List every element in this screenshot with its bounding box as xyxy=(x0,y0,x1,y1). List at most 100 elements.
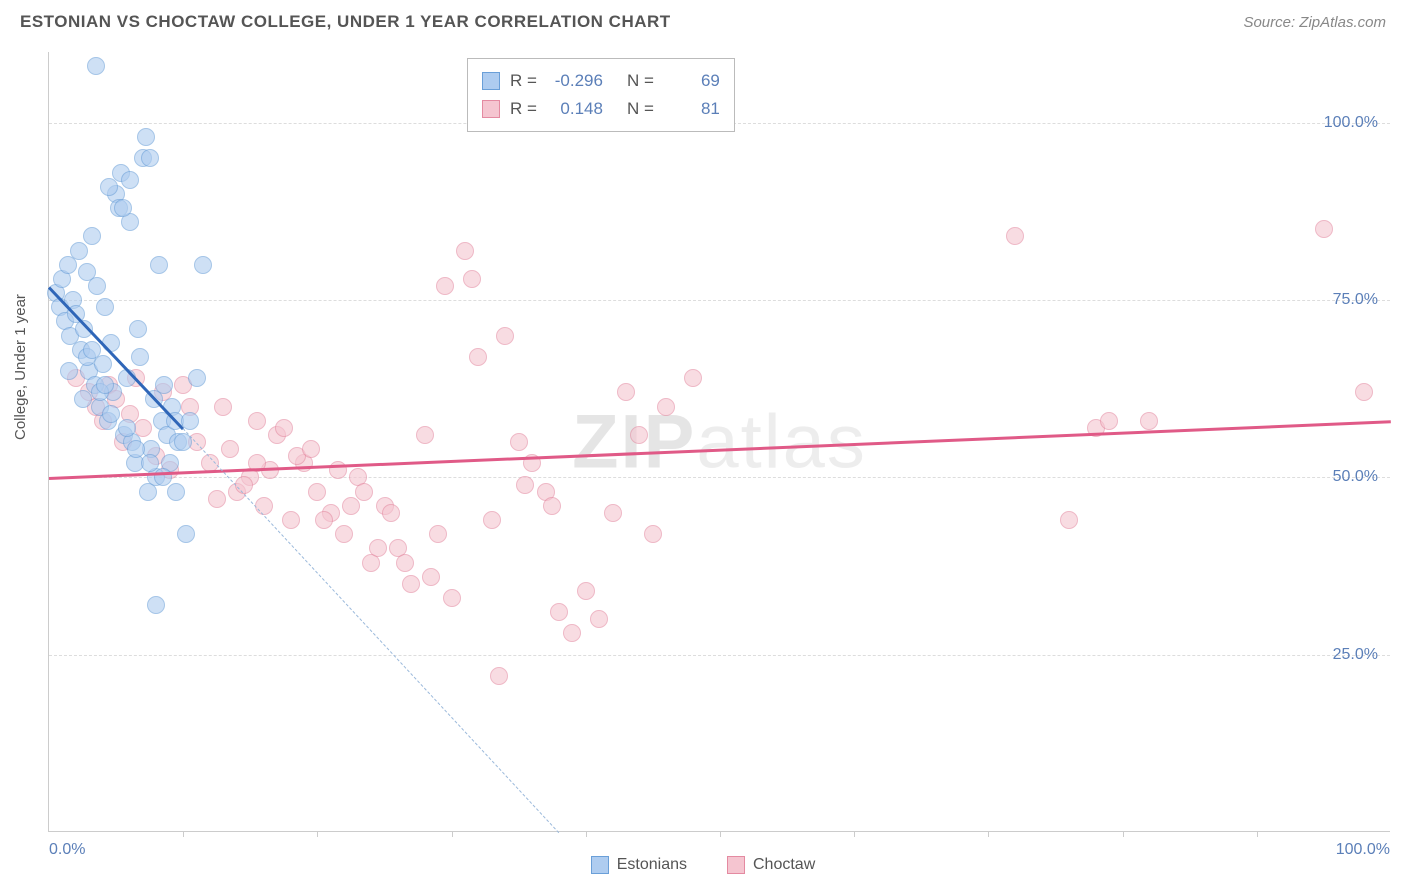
scatter-point xyxy=(463,270,481,288)
legend-swatch xyxy=(591,856,609,874)
scatter-point xyxy=(1006,227,1024,245)
scatter-point xyxy=(496,327,514,345)
scatter-point xyxy=(127,440,145,458)
scatter-point xyxy=(221,440,239,458)
scatter-point xyxy=(114,199,132,217)
scatter-point xyxy=(94,355,112,373)
scatter-point xyxy=(129,320,147,338)
bottom-legend: Estonians Choctaw xyxy=(0,856,1406,874)
scatter-point xyxy=(308,483,326,501)
scatter-point xyxy=(443,589,461,607)
scatter-point xyxy=(235,476,253,494)
legend-item: Choctaw xyxy=(727,856,815,874)
y-tick-label: 75.0% xyxy=(1333,291,1378,309)
scatter-point xyxy=(208,490,226,508)
x-tick xyxy=(317,831,318,837)
scatter-point xyxy=(147,596,165,614)
gridline xyxy=(49,300,1390,301)
n-value: 69 xyxy=(664,67,720,95)
x-tick xyxy=(452,831,453,837)
r-label: R = xyxy=(510,67,537,95)
scatter-point xyxy=(188,369,206,387)
scatter-point xyxy=(275,419,293,437)
stats-legend-row: R =-0.296N =69 xyxy=(482,67,720,95)
scatter-point xyxy=(100,178,118,196)
scatter-point xyxy=(141,454,159,472)
scatter-point xyxy=(60,362,78,380)
scatter-point xyxy=(167,483,185,501)
scatter-point xyxy=(335,525,353,543)
legend-label: Choctaw xyxy=(753,856,815,874)
chart-plot-area: ZIPatlas 25.0%50.0%75.0%100.0%0.0%100.0%… xyxy=(48,52,1390,832)
scatter-point xyxy=(510,433,528,451)
scatter-point xyxy=(382,504,400,522)
x-tick xyxy=(854,831,855,837)
y-tick-label: 50.0% xyxy=(1333,468,1378,486)
scatter-point xyxy=(684,369,702,387)
scatter-point xyxy=(1060,511,1078,529)
stats-legend: R =-0.296N =69R =0.148N =81 xyxy=(467,58,735,132)
scatter-point xyxy=(87,57,105,75)
scatter-point xyxy=(516,476,534,494)
scatter-point xyxy=(422,568,440,586)
scatter-point xyxy=(1140,412,1158,430)
scatter-point xyxy=(118,419,136,437)
scatter-point xyxy=(342,497,360,515)
r-value: -0.296 xyxy=(547,67,603,95)
scatter-point xyxy=(644,525,662,543)
scatter-point xyxy=(121,171,139,189)
y-tick-label: 25.0% xyxy=(1333,646,1378,664)
scatter-point xyxy=(74,390,92,408)
scatter-point xyxy=(1100,412,1118,430)
scatter-point xyxy=(248,412,266,430)
scatter-point xyxy=(282,511,300,529)
scatter-point xyxy=(456,242,474,260)
scatter-point xyxy=(102,405,120,423)
scatter-point xyxy=(137,128,155,146)
y-tick-label: 100.0% xyxy=(1324,114,1378,132)
scatter-point xyxy=(194,256,212,274)
scatter-point xyxy=(1355,383,1373,401)
scatter-point xyxy=(83,341,101,359)
scatter-point xyxy=(96,298,114,316)
n-label: N = xyxy=(627,95,654,123)
legend-item: Estonians xyxy=(591,856,687,874)
scatter-point xyxy=(416,426,434,444)
scatter-point xyxy=(396,554,414,572)
scatter-point xyxy=(1315,220,1333,238)
scatter-point xyxy=(355,483,373,501)
chart-header: ESTONIAN VS CHOCTAW COLLEGE, UNDER 1 YEA… xyxy=(0,0,1406,40)
legend-swatch xyxy=(482,72,500,90)
scatter-point xyxy=(150,256,168,274)
r-label: R = xyxy=(510,95,537,123)
scatter-point xyxy=(177,525,195,543)
chart-source: Source: ZipAtlas.com xyxy=(1243,14,1386,31)
scatter-point xyxy=(490,667,508,685)
scatter-point xyxy=(369,539,387,557)
scatter-point xyxy=(402,575,420,593)
gridline xyxy=(49,655,1390,656)
scatter-point xyxy=(657,398,675,416)
scatter-point xyxy=(155,376,173,394)
scatter-point xyxy=(590,610,608,628)
scatter-point xyxy=(429,525,447,543)
legend-swatch xyxy=(482,100,500,118)
legend-swatch xyxy=(727,856,745,874)
legend-label: Estonians xyxy=(617,856,687,874)
y-axis-label: College, Under 1 year xyxy=(12,294,29,440)
scatter-point xyxy=(550,603,568,621)
scatter-point xyxy=(469,348,487,366)
scatter-point xyxy=(131,348,149,366)
x-tick xyxy=(1123,831,1124,837)
scatter-point xyxy=(563,624,581,642)
scatter-point xyxy=(315,511,333,529)
watermark: ZIPatlas xyxy=(572,398,867,485)
x-tick xyxy=(720,831,721,837)
x-tick xyxy=(988,831,989,837)
trend-line xyxy=(49,421,1391,481)
scatter-point xyxy=(96,376,114,394)
scatter-point xyxy=(88,277,106,295)
scatter-point xyxy=(255,497,273,515)
scatter-point xyxy=(302,440,320,458)
scatter-point xyxy=(214,398,232,416)
